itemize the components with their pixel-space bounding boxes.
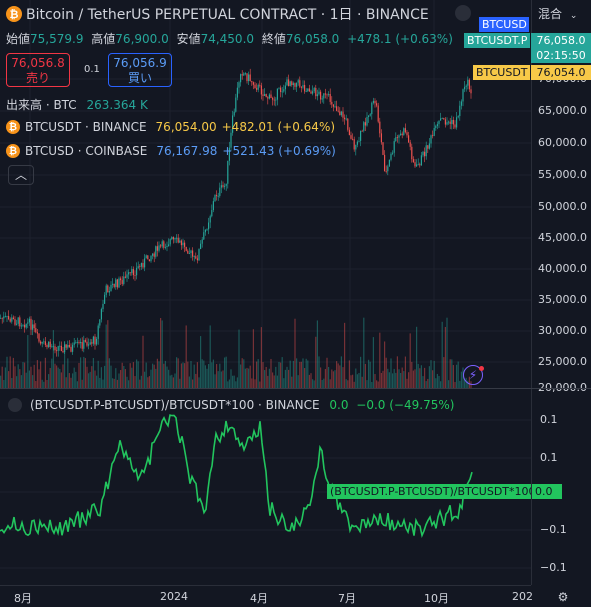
indicator-tick-label: −0.1 [540, 523, 567, 536]
scale-mode-button[interactable]: 混合 ⌄ [534, 4, 588, 24]
bitcoin-logo-icon: ₿ [6, 144, 20, 158]
price-tick-label: 20,000.0 [538, 381, 587, 394]
price-tick-label: 40,000.0 [538, 262, 587, 275]
high-value: 76,900.0 [115, 32, 169, 46]
notification-dot [479, 366, 484, 371]
price-tick-label: 25,000.0 [538, 355, 587, 368]
bitcoin-logo-icon: ₿ [6, 120, 20, 134]
change-value: +478.1 (+0.63%) [347, 32, 453, 46]
open-value: 75,579.9 [30, 32, 84, 46]
close-value: 76,058.0 [285, 32, 340, 46]
indicator-pane[interactable] [0, 389, 531, 585]
time-tick-label: 8月 [14, 592, 32, 605]
chevron-down-icon: ⌄ [569, 11, 578, 21]
buy-price: 76,056.9 [113, 56, 167, 70]
price-tick-label: 55,000.0 [538, 168, 587, 181]
volume-legend[interactable]: 出来高 · BTC 263.364 K [6, 96, 148, 113]
price-tick-label: 30,000.0 [538, 324, 587, 337]
price-tick-label: 35,000.0 [538, 293, 587, 306]
pane-separator[interactable] [0, 388, 591, 389]
indicator-eye-icon[interactable] [8, 398, 22, 412]
indicator-tick-label: −0.1 [540, 561, 567, 574]
visibility-eye-icon[interactable] [455, 5, 471, 21]
low-value: 74,450.0 [200, 32, 255, 46]
price-tick-label: 50,000.0 [538, 200, 587, 213]
sell-label: 売り [25, 71, 50, 85]
symbol-name: BTCUSD · COINBASE [25, 144, 148, 158]
chart-title[interactable]: Bitcoin / TetherUS PERPETUAL CONTRACT · … [26, 7, 429, 23]
indicator-canvas[interactable] [0, 389, 531, 585]
time-tick-label: 10月 [424, 592, 449, 605]
indicator-legend[interactable]: (BTCUSDT.P-BTCUSDT)/BTCUSDT*100 · BINANC… [30, 398, 454, 412]
price-tick-label: 65,000.0 [538, 104, 587, 117]
symbol-name: BTCUSDT · BINANCE [25, 120, 147, 134]
price-chart-canvas[interactable] [0, 0, 531, 388]
bitcoin-logo-icon: ₿ [6, 6, 22, 22]
buy-button[interactable]: 76,056.9 買い [108, 53, 172, 87]
indicator-name-tag: (BTCUSDT.P-BTCUSDT)/BTCUSDT*100 [327, 484, 539, 499]
spread-value: 0.1 [84, 64, 100, 75]
indicator-tick-label: 0.1 [540, 451, 558, 464]
settings-gear-icon[interactable]: ⚙ [557, 590, 569, 604]
price-tag: BTCUSD [479, 17, 529, 32]
price-tick-label: 45,000.0 [538, 231, 587, 244]
close-label: 終値 [261, 32, 286, 46]
chart-title-row: ₿ Bitcoin / TetherUS PERPETUAL CONTRACT … [6, 4, 429, 24]
indicator-change: −0.0 (−49.75%) [356, 398, 455, 412]
price-tag: 02:15:50 [531, 48, 591, 63]
lightning-icon[interactable]: ⚡ [463, 365, 483, 385]
indicator-axis[interactable]: 0.1 0.1 −0.1 −0.1 0.0 [531, 389, 591, 585]
ohlc-row: 始値75,579.9 高値76,900.0 安値74,450.0 終値76,05… [6, 30, 457, 47]
collapse-legend-button[interactable]: ︿ [8, 165, 34, 185]
time-tick-label: 7月 [338, 592, 356, 605]
low-label: 安値 [176, 32, 201, 46]
indicator-value: 0.0 [329, 398, 349, 412]
price-tick-label: 60,000.0 [538, 136, 587, 149]
volume-label: 出来高 · BTC [6, 98, 77, 112]
price-tag: BTCUSDT.P [464, 33, 530, 48]
time-tick-label: 2024 [160, 590, 188, 603]
sell-price: 76,056.8 [11, 56, 65, 70]
price-tag: 76,054.0 [531, 65, 591, 80]
indicator-title: (BTCUSDT.P-BTCUSDT)/BTCUSDT*100 · BINANC… [30, 398, 320, 412]
symbol-change: +482.01 (+0.64%) [221, 120, 336, 134]
symbol-legend-btcusdt[interactable]: ₿ BTCUSDT · BINANCE 76,054.00 +482.01 (+… [6, 120, 335, 134]
time-axis[interactable]: 8月 2024 4月 7月 10月 202 [0, 585, 533, 607]
symbol-price: 76,167.98 [156, 144, 218, 158]
price-chart-pane[interactable] [0, 0, 531, 388]
volume-value: 263.364 K [86, 98, 148, 112]
price-tag: BTCUSDT [473, 65, 530, 80]
symbol-change: +521.43 (+0.69%) [222, 144, 336, 158]
sell-button[interactable]: 76,056.8 売り [6, 53, 70, 87]
scale-mode-label: 混合 [538, 7, 563, 21]
indicator-tick-label: 0.1 [540, 413, 558, 426]
price-tag: 76,058.0 [531, 33, 591, 48]
time-tick-label: 4月 [250, 592, 268, 605]
high-label: 高値 [91, 32, 116, 46]
indicator-value-tag: 0.0 [532, 484, 562, 499]
open-label: 始値 [6, 32, 31, 46]
symbol-legend-btcusd[interactable]: ₿ BTCUSD · COINBASE 76,167.98 +521.43 (+… [6, 144, 336, 158]
symbol-price: 76,054.00 [155, 120, 217, 134]
buy-label: 買い [127, 71, 152, 85]
time-tick-label: 202 [512, 590, 533, 603]
